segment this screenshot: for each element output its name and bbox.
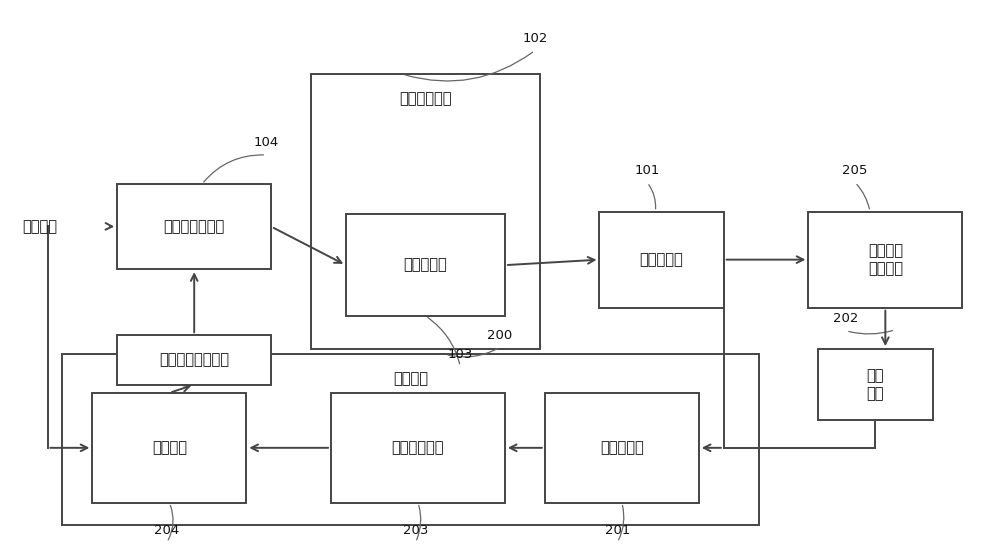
Text: 预失真系数查找表: 预失真系数查找表 bbox=[159, 352, 229, 367]
Bar bbox=[331, 393, 505, 503]
Text: 103: 103 bbox=[448, 348, 473, 361]
Text: 预失真处理模块: 预失真处理模块 bbox=[164, 219, 225, 234]
Bar bbox=[117, 184, 271, 269]
Bar bbox=[62, 355, 759, 524]
Text: 104: 104 bbox=[254, 137, 279, 149]
Text: 203: 203 bbox=[403, 524, 428, 537]
Text: 失真大小
确定模块: 失真大小 确定模块 bbox=[868, 244, 903, 276]
Bar bbox=[599, 211, 724, 307]
Text: 102: 102 bbox=[522, 32, 547, 45]
Text: 204: 204 bbox=[154, 524, 179, 537]
Text: 201: 201 bbox=[605, 524, 630, 537]
Text: 202: 202 bbox=[833, 312, 859, 325]
Text: 第一天线口: 第一天线口 bbox=[640, 252, 683, 267]
Bar bbox=[346, 214, 505, 316]
Bar bbox=[808, 211, 962, 307]
Text: 校准装置: 校准装置 bbox=[393, 371, 428, 386]
Text: 200: 200 bbox=[487, 329, 513, 342]
Text: 功率放大器: 功率放大器 bbox=[404, 258, 447, 273]
Text: 射频接收模块: 射频接收模块 bbox=[392, 440, 444, 455]
Text: 第二天线口: 第二天线口 bbox=[600, 440, 644, 455]
Text: 比较模块: 比较模块 bbox=[152, 440, 187, 455]
Bar bbox=[92, 393, 246, 503]
Bar bbox=[117, 335, 271, 385]
Text: 101: 101 bbox=[634, 164, 660, 177]
Bar bbox=[545, 393, 699, 503]
Text: 输入信号: 输入信号 bbox=[23, 219, 58, 234]
Text: 射频发射模块: 射频发射模块 bbox=[399, 90, 452, 105]
Text: 205: 205 bbox=[842, 164, 868, 177]
Text: 反馈
模块: 反馈 模块 bbox=[867, 369, 884, 401]
Bar bbox=[311, 74, 540, 349]
Bar bbox=[818, 349, 933, 420]
